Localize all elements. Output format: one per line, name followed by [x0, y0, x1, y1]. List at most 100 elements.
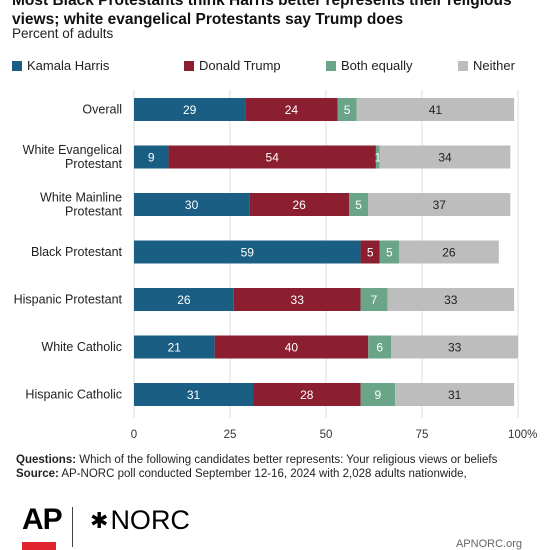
bar-segment	[379, 240, 399, 264]
bar-segment	[233, 288, 361, 311]
bar-segment	[134, 240, 361, 264]
bar-segment	[168, 145, 376, 169]
questions-note: Questions: Which of the following candid…	[16, 453, 536, 467]
bar-segment	[134, 145, 169, 169]
data-label: 6	[376, 341, 383, 355]
data-label: 37	[433, 198, 447, 212]
bar-segment	[134, 193, 250, 216]
legend-item: Donald Trump	[184, 58, 281, 73]
source-note: Source: AP-NORC poll conducted September…	[16, 467, 536, 481]
bar-segment	[368, 193, 511, 216]
logo-divider	[72, 507, 73, 547]
data-label: 33	[448, 341, 462, 355]
bar-segment	[368, 335, 392, 359]
bar-segment	[249, 193, 350, 216]
x-tick-label: 75	[416, 429, 429, 441]
source-text: AP-NORC poll conducted September 12-16, …	[61, 468, 467, 480]
questions-text: Which of the following candidates better…	[79, 454, 498, 466]
data-label: 40	[285, 341, 299, 355]
spark-icon: ✱	[90, 507, 109, 533]
category-label: Hispanic Catholic	[25, 388, 122, 402]
legend-swatch	[184, 60, 194, 71]
category-label: Overall	[82, 103, 122, 117]
bar-segment	[387, 288, 515, 311]
bar-segment	[214, 335, 369, 359]
data-label: 26	[442, 246, 456, 260]
data-label: 21	[168, 341, 182, 355]
data-label: 5	[344, 103, 351, 117]
data-label: 30	[185, 198, 199, 212]
source-label: Source:	[16, 468, 59, 480]
data-label: 5	[355, 198, 362, 212]
data-label: 33	[291, 293, 305, 307]
bar-segment	[398, 240, 499, 264]
site-url: APNORC.org	[455, 538, 522, 550]
category-label: Hispanic Protestant	[14, 293, 123, 307]
category-label: White Mainline	[40, 191, 122, 205]
norc-logo: ✱ NORC	[90, 505, 190, 536]
bar-segment	[337, 98, 357, 121]
legend-label: Kamala Harris	[27, 58, 110, 73]
bar-segment	[391, 335, 518, 359]
legend-swatch	[326, 60, 336, 71]
bar-segment	[395, 383, 515, 406]
bar-segment	[253, 383, 361, 406]
norc-logo-text: NORC	[110, 505, 190, 535]
chart-subtitle: Percent of adults	[12, 26, 114, 41]
category-label: Protestant	[65, 157, 123, 171]
bar-segment	[375, 145, 380, 169]
data-label: 5	[367, 246, 374, 260]
bar-segment	[360, 288, 388, 311]
legend-label: Donald Trump	[199, 58, 281, 73]
data-label: 54	[266, 151, 280, 165]
data-label: 9	[374, 388, 381, 402]
data-label: 31	[187, 388, 201, 402]
category-label: Black Protestant	[31, 245, 123, 259]
data-label: 59	[241, 246, 255, 260]
bar-segment	[360, 383, 396, 406]
data-label: 28	[300, 388, 314, 402]
legend: Kamala Harris Donald Trump Both equally Nei…	[12, 58, 542, 76]
data-label: 7	[371, 293, 378, 307]
ap-logo: AP	[22, 503, 63, 536]
legend-item: Neither	[458, 58, 515, 73]
chart-title: Most Black Protestants think Harris bett…	[12, 0, 512, 28]
x-tick-label: 0	[131, 429, 137, 441]
data-label: 24	[285, 103, 299, 117]
category-label: White Evangelical	[23, 143, 122, 157]
x-tick-label: 100%	[508, 429, 537, 441]
bar-segment	[356, 98, 515, 121]
data-label: 5	[386, 246, 393, 260]
footer-notes: Questions: Which of the following candid…	[16, 453, 536, 481]
legend-label: Neither	[473, 58, 515, 73]
legend-swatch	[12, 60, 22, 71]
data-label: 1	[374, 151, 381, 165]
bar-segment	[360, 240, 380, 264]
legend-swatch	[458, 60, 468, 71]
bar-segment	[134, 383, 254, 406]
legend-item: Both equally	[326, 58, 413, 73]
bar-segment	[349, 193, 369, 216]
data-label: 26	[292, 198, 306, 212]
bar-segment	[245, 98, 338, 121]
data-label: 33	[444, 293, 458, 307]
x-tick-label: 50	[320, 429, 333, 441]
bar-segment	[134, 288, 234, 311]
data-label: 9	[148, 151, 155, 165]
data-label: 34	[438, 151, 452, 165]
data-label: 31	[448, 388, 462, 402]
category-label: Protestant	[65, 205, 123, 219]
bar-segment	[379, 145, 511, 169]
bar-segment	[134, 98, 246, 121]
bar-segment	[134, 335, 215, 359]
data-label: 29	[183, 103, 197, 117]
ap-logo-bar	[22, 542, 56, 550]
questions-label: Questions:	[16, 454, 77, 466]
legend-item: Kamala Harris	[12, 58, 109, 73]
category-label: White Catholic	[41, 340, 122, 354]
x-tick-label: 25	[224, 429, 237, 441]
data-label: 26	[177, 293, 191, 307]
data-label: 41	[429, 103, 443, 117]
legend-label: Both equally	[341, 58, 413, 73]
